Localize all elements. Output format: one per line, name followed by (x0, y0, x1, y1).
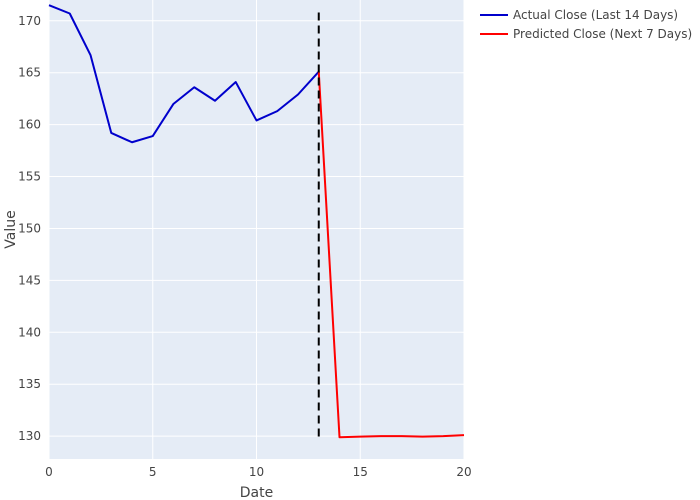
y-tick-label: 165 (18, 66, 41, 80)
y-tick-label: 170 (18, 14, 41, 28)
x-tick-label: 10 (249, 465, 264, 479)
y-tick-label: 130 (18, 429, 41, 443)
series-layer (48, 4, 465, 439)
y-axis-title: Value (3, 210, 19, 248)
x-axis-title: Date (240, 485, 273, 500)
series-line-1 (317, 71, 465, 439)
x-tick-label: 0 (45, 465, 53, 479)
series-line-0 (48, 4, 320, 144)
y-tick-label: 160 (18, 118, 41, 132)
legend-label-1: Predicted Close (Next 7 Days) (513, 27, 692, 41)
y-tick-label: 135 (18, 377, 41, 391)
legend-label-0: Actual Close (Last 14 Days) (513, 8, 678, 22)
x-tick-label: 20 (456, 465, 471, 479)
legend: Actual Close (Last 14 Days) Predicted Clo… (480, 8, 692, 41)
x-axis-ticks: 0 5 10 15 20 (45, 465, 471, 479)
y-axis-ticks: 130 135 140 145 150 155 160 165 170 (18, 14, 41, 443)
y-tick-label: 155 (18, 170, 41, 184)
y-tick-label: 145 (18, 273, 41, 287)
x-tick-label: 5 (149, 465, 157, 479)
grid-lines (48, 0, 465, 459)
y-tick-label: 140 (18, 325, 41, 339)
x-tick-label: 15 (353, 465, 368, 479)
y-tick-label: 150 (18, 221, 41, 235)
